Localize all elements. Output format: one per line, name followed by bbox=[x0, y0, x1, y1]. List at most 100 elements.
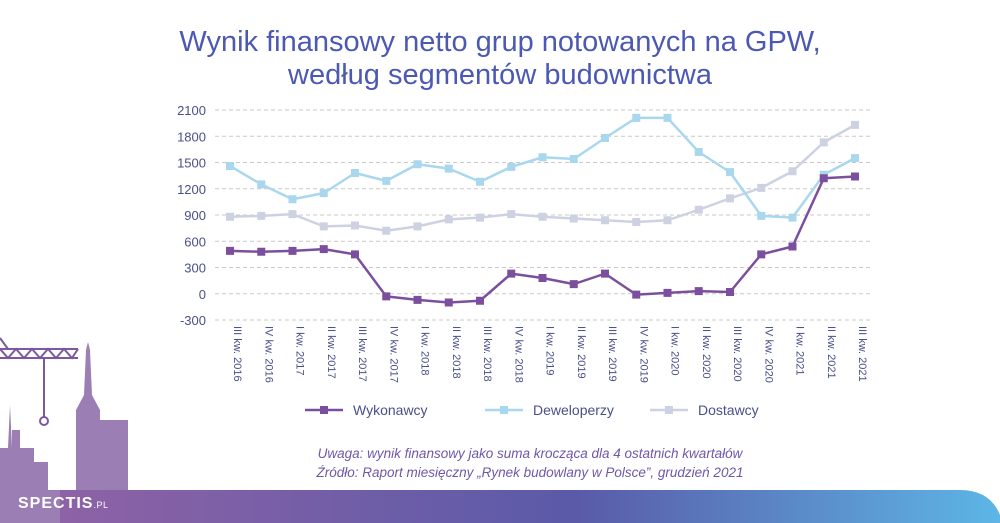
y-tick-label: 900 bbox=[184, 208, 206, 223]
data-point bbox=[413, 160, 422, 169]
data-point bbox=[382, 292, 391, 301]
data-point bbox=[694, 287, 703, 296]
y-tick-label: 1800 bbox=[177, 129, 206, 144]
data-point bbox=[257, 180, 266, 189]
note-line: Uwaga: wynik finansowy jako suma krocząc… bbox=[317, 446, 743, 461]
data-point bbox=[819, 174, 828, 183]
data-point bbox=[226, 162, 234, 170]
data-point bbox=[632, 113, 641, 122]
data-point bbox=[538, 212, 547, 221]
data-point bbox=[351, 169, 359, 177]
logo-text: SPECTIS bbox=[18, 495, 94, 512]
data-point bbox=[507, 269, 516, 278]
data-point bbox=[351, 221, 359, 230]
y-tick-label: 2100 bbox=[177, 103, 206, 118]
data-point bbox=[694, 205, 703, 214]
data-point bbox=[226, 246, 234, 255]
x-tick-label: I kw. 2020 bbox=[669, 326, 681, 376]
x-tick-label: III kw. 2020 bbox=[731, 326, 743, 382]
series-line bbox=[229, 116, 856, 219]
y-tick-label: 300 bbox=[184, 261, 206, 276]
data-point bbox=[663, 216, 672, 225]
data-point bbox=[819, 138, 828, 147]
x-axis: III kw. 2016 IV kw. 2016 I kw. 2017 II kw. … bbox=[231, 326, 868, 383]
crane-illustration bbox=[0, 337, 79, 426]
source-line: Źródło: Raport miesięczny „Rynek budowla… bbox=[316, 465, 744, 480]
data-point bbox=[288, 210, 297, 219]
legend-label: Deweloperzy bbox=[533, 402, 614, 418]
data-point bbox=[663, 288, 672, 297]
data-point bbox=[476, 296, 484, 305]
data-point bbox=[351, 250, 359, 259]
data-point bbox=[569, 155, 578, 163]
data-point bbox=[757, 250, 766, 259]
chart-title: Wynik finansowy netto grup notowanych na… bbox=[0, 26, 1000, 92]
x-tick-label: III kw. 2021 bbox=[856, 326, 868, 382]
data-point bbox=[663, 113, 672, 122]
x-tick-label: I kw. 2017 bbox=[294, 326, 306, 376]
logo-domain: .PL bbox=[93, 500, 109, 510]
legend-item-deweloperzy: Deweloperzy bbox=[485, 402, 614, 418]
x-tick-label: II kw. 2018 bbox=[450, 326, 462, 379]
data-point bbox=[257, 211, 266, 220]
data-point bbox=[632, 218, 641, 226]
x-tick-label: II kw. 2017 bbox=[325, 326, 337, 379]
data-point bbox=[757, 183, 766, 192]
data-point bbox=[476, 213, 484, 222]
y-tick-label: 1500 bbox=[177, 156, 206, 171]
legend-label: Dostawcy bbox=[698, 402, 759, 418]
data-point bbox=[444, 215, 453, 224]
data-point bbox=[851, 172, 859, 181]
legend-label: Wykonawcy bbox=[353, 402, 428, 418]
data-point bbox=[507, 162, 516, 171]
y-tick-label: 600 bbox=[184, 234, 206, 249]
x-tick-label: IV kw. 2017 bbox=[387, 326, 399, 383]
data-point bbox=[788, 213, 797, 222]
data-point bbox=[444, 298, 453, 307]
data-point bbox=[851, 154, 859, 163]
series-deweloperzy bbox=[226, 113, 859, 222]
data-point bbox=[601, 134, 609, 142]
data-point bbox=[757, 211, 766, 220]
data-point bbox=[726, 168, 734, 177]
chart-title-line-1: Wynik finansowy netto grup notowanych na… bbox=[179, 26, 821, 58]
data-point bbox=[632, 290, 641, 299]
x-tick-label: III kw. 2018 bbox=[481, 326, 493, 382]
data-point bbox=[538, 153, 547, 162]
data-point bbox=[726, 194, 734, 203]
x-tick-label: I kw. 2018 bbox=[419, 326, 431, 376]
data-point bbox=[788, 242, 797, 251]
legend-item-wykonawcy: Wykonawcy bbox=[305, 402, 428, 418]
data-point bbox=[788, 167, 797, 176]
data-point bbox=[226, 212, 234, 221]
footnotes: Uwaga: wynik finansowy jako suma krocząc… bbox=[230, 444, 830, 482]
series-dostawcy bbox=[226, 120, 859, 235]
data-point bbox=[319, 245, 328, 254]
legend: Wykonawcy Deweloperzy Dostawcy bbox=[305, 402, 759, 418]
data-point bbox=[851, 120, 859, 129]
x-tick-label: II kw. 2019 bbox=[575, 326, 587, 379]
x-tick-label: III kw. 2017 bbox=[356, 326, 368, 382]
data-point bbox=[413, 222, 422, 231]
x-tick-label: III kw. 2019 bbox=[606, 326, 618, 382]
y-tick-label: 1200 bbox=[177, 182, 206, 197]
data-point bbox=[288, 246, 297, 255]
legend-swatch-marker bbox=[500, 406, 508, 414]
data-point bbox=[569, 280, 578, 289]
skyline-illustration bbox=[0, 342, 128, 523]
data-point bbox=[319, 222, 328, 231]
data-point bbox=[444, 164, 453, 173]
x-tick-label: IV kw. 2020 bbox=[762, 326, 774, 383]
data-point bbox=[726, 288, 734, 296]
footer-band bbox=[60, 490, 1000, 523]
data-point bbox=[476, 177, 484, 186]
x-tick-label: III kw. 2016 bbox=[231, 326, 243, 382]
spectis-logo: SPECTIS.PL bbox=[18, 495, 108, 513]
data-point bbox=[382, 226, 391, 235]
y-tick-label: 0 bbox=[199, 287, 206, 302]
data-point bbox=[601, 269, 609, 278]
series-lines bbox=[226, 113, 859, 307]
x-tick-label: I kw. 2021 bbox=[794, 326, 806, 376]
x-tick-label: II kw. 2021 bbox=[825, 326, 837, 379]
